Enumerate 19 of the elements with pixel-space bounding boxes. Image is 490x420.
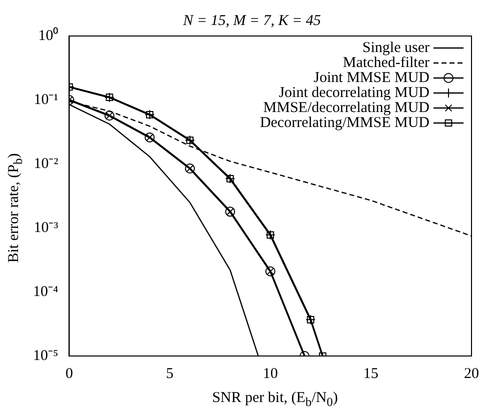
y-tick-label: 10⁻⁵ (32, 348, 58, 364)
legend-label: Single user (362, 40, 430, 56)
y-tick-label: 10⁻³ (34, 220, 59, 236)
y-tick-label: 10⁻² (34, 156, 59, 172)
legend-label: Joint MMSE MUD (314, 70, 430, 86)
x-tick-label: 20 (464, 366, 479, 382)
x-tick-label: 15 (363, 366, 378, 382)
y-tick-label: 10⁻¹ (34, 92, 58, 108)
y-tick-label: 10⁰ (38, 26, 58, 44)
x-tick-label: 10 (262, 366, 278, 382)
x-tick-label: 0 (65, 366, 73, 382)
legend-label: MMSE/decorrelating MUD (263, 100, 430, 116)
x-tick-label: 5 (166, 366, 174, 382)
legend-label: Decorrelating/MMSE MUD (260, 114, 430, 131)
chart-title: N = 15, M = 7, K = 45 (182, 12, 322, 29)
legend-label: Joint decorrelating MUD (278, 84, 430, 101)
y-tick-label: 10⁻⁴ (32, 284, 58, 300)
legend-label: Matched-filter (342, 54, 430, 71)
x-axis-title: SNR per bit, (E$_{b}$/N$_{0}$) (211, 390, 339, 410)
